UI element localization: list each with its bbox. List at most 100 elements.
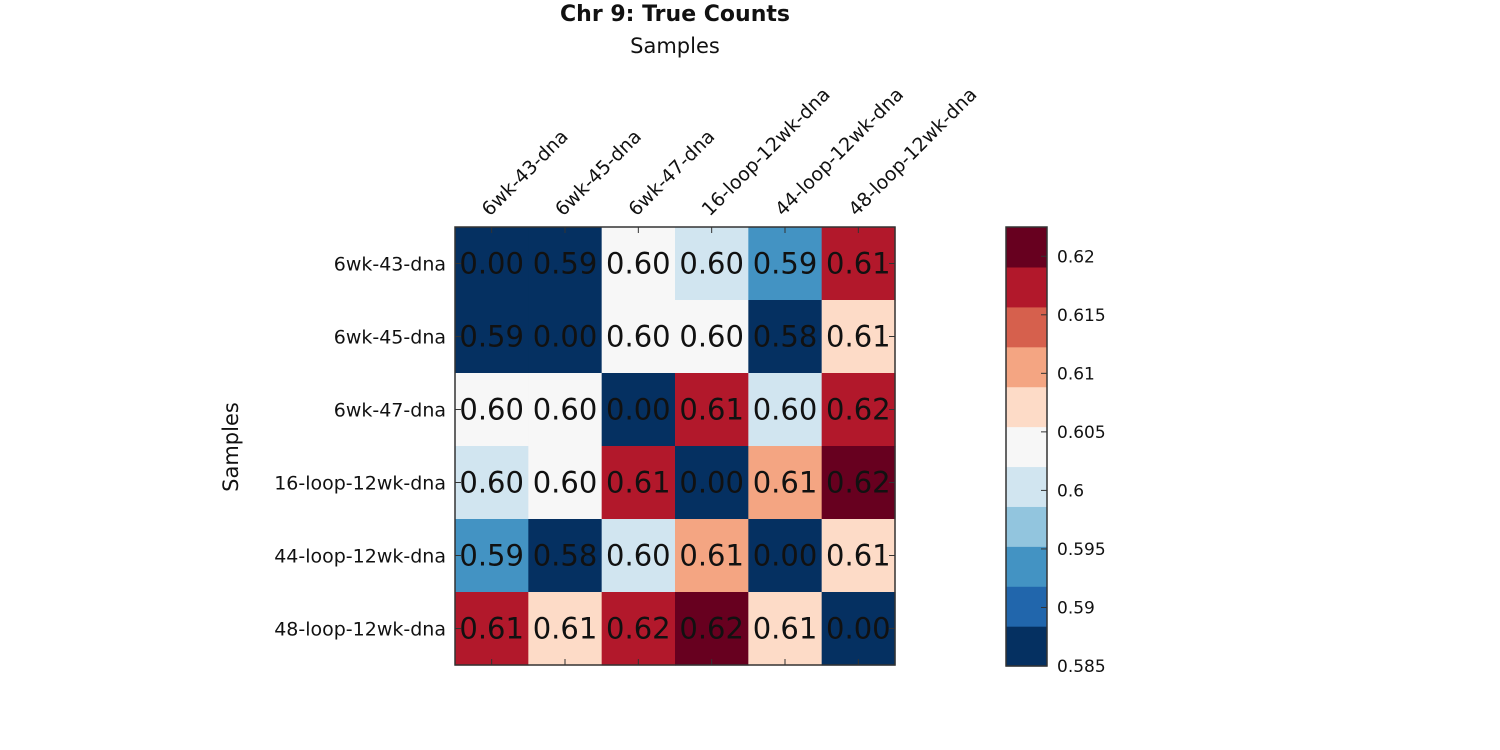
heatmap-cell [821, 446, 896, 520]
colorbar-tick-label: 0.595 [1057, 540, 1106, 560]
heatmap-cell [455, 592, 529, 666]
heatmap-cell [455, 519, 529, 593]
colorbar-segment [1006, 586, 1047, 627]
heatmap-cell [675, 300, 749, 374]
heatmap-cell [601, 519, 676, 593]
cell-value-label: 0.60 [459, 393, 524, 427]
heatmap-cell [528, 446, 603, 520]
heatmap-cell [528, 519, 603, 593]
heatmap-cell [528, 300, 603, 374]
colorbar-segment [1006, 546, 1047, 587]
cell-value-label: 0.60 [606, 320, 671, 354]
heatmap-frame [454, 226, 896, 666]
colorbar-tick-label: 0.615 [1057, 306, 1106, 326]
heatmap-cell [675, 373, 749, 447]
colorbar-tick-label: 0.59 [1057, 598, 1095, 618]
cell-value-label: 0.61 [826, 247, 891, 281]
heatmap-cell [455, 227, 529, 301]
colorbar-tick-label: 0.6 [1057, 481, 1084, 501]
y-tick-label: 48-loop-12wk-dna [274, 619, 446, 641]
colorbar-segment [1006, 386, 1047, 428]
colorbar-segment [1006, 426, 1047, 468]
cell-value-label: 0.61 [606, 466, 671, 500]
y-tick-label: 6wk-45-dna [334, 327, 446, 349]
cell-value-label: 0.61 [826, 320, 891, 354]
y-axis-ticks: 6wk-43-dna 6wk-45-dna 6wk-47-dna 16-loop-12… [274, 254, 895, 641]
colorbar-segment [1006, 506, 1047, 547]
colorbar-segment [1006, 626, 1047, 667]
heatmap-cell [455, 373, 529, 447]
y-axis-title: Samples [219, 402, 243, 492]
heatmap-cell [455, 300, 529, 374]
heatmap-cell [748, 373, 823, 447]
chart-title: Chr 9: True Counts [560, 2, 790, 27]
cell-value-label: 0.61 [679, 393, 744, 427]
y-tick-label: 6wk-43-dna [334, 254, 446, 276]
x-tick-label: 16-loop-12wk-dna [698, 83, 835, 220]
colorbar-segment [1006, 466, 1047, 507]
heatmap-cell [748, 592, 823, 666]
x-axis-title: Samples [630, 34, 720, 58]
heatmap-cell [748, 519, 823, 593]
cell-value-label: 0.59 [459, 320, 524, 354]
cell-value-label: 0.60 [753, 393, 818, 427]
cell-value-label: 0.60 [459, 466, 524, 500]
heatmap-cell [821, 227, 896, 301]
colorbar-tick-label: 0.585 [1057, 657, 1106, 677]
cell-value-label: 0.61 [753, 612, 818, 646]
cell-value-label: 0.61 [459, 612, 524, 646]
colorbar-tick-label: 0.62 [1057, 247, 1095, 267]
heatmap-cell [748, 227, 823, 301]
heatmap-cell [601, 446, 676, 520]
heatmap-cell [748, 446, 823, 520]
x-tick-label: 48-loop-12wk-dna [844, 83, 981, 220]
y-tick-label: 16-loop-12wk-dna [274, 473, 446, 495]
heatmap-cell [601, 227, 676, 301]
y-tick-label: 6wk-47-dna [334, 400, 446, 422]
cell-value-label: 0.60 [679, 320, 744, 354]
colorbar-segment [1006, 266, 1047, 308]
cell-value-label: 0.00 [679, 466, 744, 500]
cell-value-label: 0.58 [533, 539, 598, 573]
colorbar-tick-label: 0.605 [1057, 423, 1106, 443]
cell-value-label: 0.61 [753, 466, 818, 500]
cell-value-label: 0.59 [459, 539, 524, 573]
cell-value-label: 0.62 [826, 393, 891, 427]
heatmap-cell [821, 592, 896, 666]
colorbar-tick-label: 0.61 [1057, 364, 1095, 384]
cell-value-label: 0.62 [606, 612, 671, 646]
cell-value-label: 0.60 [606, 539, 671, 573]
colorbar-frame [1005, 226, 1048, 667]
heatmap-cell [821, 300, 896, 374]
heatmap-cell [675, 227, 749, 301]
heatmap-cell [675, 446, 749, 520]
cell-value-label: 0.00 [753, 539, 818, 573]
cell-value-label: 0.61 [533, 612, 598, 646]
cell-value-label: 0.62 [826, 466, 891, 500]
cell-value-label: 0.62 [679, 612, 744, 646]
colorbar-segment [1006, 306, 1047, 348]
cell-value-label: 0.60 [679, 247, 744, 281]
heatmap-cell [601, 300, 676, 374]
heatmap-cell [528, 373, 603, 447]
heatmap-cell [821, 373, 896, 447]
colorbar-segment [1006, 227, 1047, 268]
y-tick-label: 44-loop-12wk-dna [274, 546, 446, 568]
cell-value-label: 0.00 [459, 247, 524, 281]
cell-value-label: 0.59 [753, 247, 818, 281]
heatmap-cell [748, 300, 823, 374]
heatmap-cell [528, 592, 603, 666]
heatmap-cell [601, 592, 676, 666]
cell-value-label: 0.00 [533, 320, 598, 354]
heatmap-cell [675, 519, 749, 593]
colorbar-segment [1006, 346, 1047, 388]
heatmap-cell [821, 519, 896, 593]
heatmap-cell [601, 373, 676, 447]
heatmap-cells [455, 227, 896, 666]
cell-value-label: 0.61 [826, 539, 891, 573]
cell-value-label: 0.58 [753, 320, 818, 354]
cell-value-label: 0.61 [679, 539, 744, 573]
heatmap-cell [528, 227, 603, 301]
heatmap-cell [455, 446, 529, 520]
heatmap-cell-labels: 0.00 0.59 0.60 0.60 0.59 0.610.59 0.00 0.60 0.60… [459, 247, 890, 646]
